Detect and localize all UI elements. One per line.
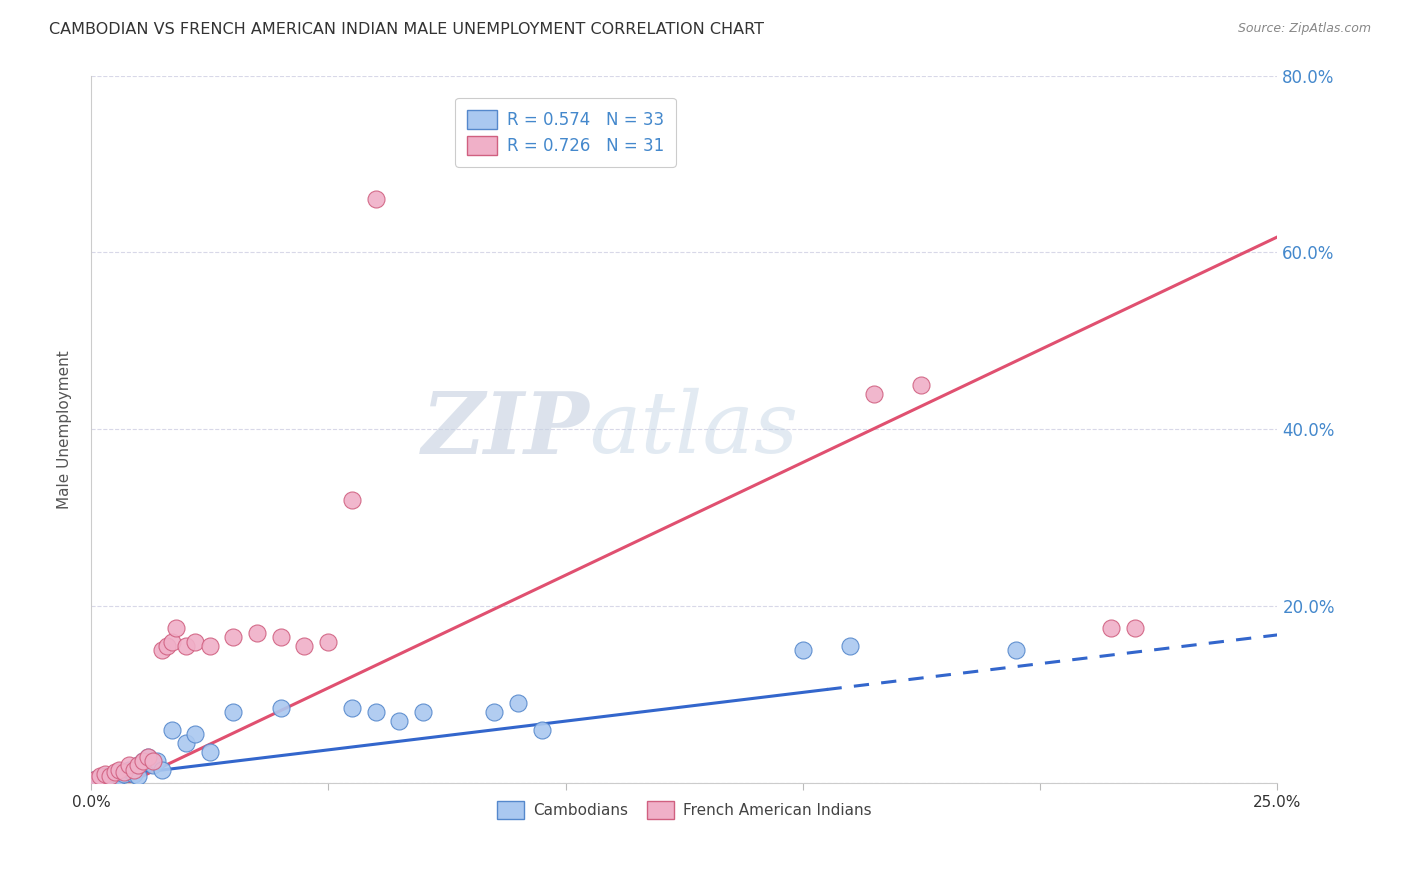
Point [340, 493, 363, 508]
Point [84, 772, 107, 786]
Point [150, 763, 173, 777]
Legend: Cambodians, French American Indians: Cambodians, French American Indians [491, 795, 877, 825]
Point [198, 745, 221, 759]
Point [792, 643, 814, 657]
Point [506, 697, 529, 711]
Y-axis label: Male Unemployment: Male Unemployment [58, 350, 72, 508]
Point [184, 727, 207, 741]
Point [1123, 621, 1146, 635]
Point [142, 754, 165, 768]
Point [132, 754, 155, 768]
Point [108, 763, 131, 777]
Point [246, 625, 269, 640]
Point [839, 639, 862, 653]
Point [1005, 643, 1028, 657]
Point [122, 763, 145, 777]
Point [127, 769, 149, 783]
Point [122, 767, 145, 781]
Point [222, 706, 245, 720]
Point [89, 769, 111, 783]
Point [104, 765, 127, 780]
Text: ZIP: ZIP [422, 387, 589, 471]
Point [270, 630, 292, 644]
Point [132, 754, 155, 768]
Text: Source: ZipAtlas.com: Source: ZipAtlas.com [1237, 22, 1371, 36]
Point [142, 758, 165, 772]
Point [364, 706, 387, 720]
Point [910, 378, 932, 392]
Point [98, 769, 121, 783]
Point [174, 736, 197, 750]
Point [174, 639, 197, 653]
Point [1099, 621, 1122, 635]
Point [364, 192, 387, 206]
Point [89, 773, 111, 788]
Point [294, 639, 316, 653]
Point [388, 714, 411, 728]
Point [198, 639, 221, 653]
Point [136, 749, 159, 764]
Point [222, 630, 245, 644]
Point [118, 763, 141, 777]
Point [108, 769, 131, 783]
Point [184, 634, 207, 648]
Point [112, 765, 135, 780]
Point [98, 772, 121, 786]
Point [316, 634, 339, 648]
Point [150, 643, 173, 657]
Point [112, 767, 135, 781]
Point [108, 765, 131, 780]
Text: atlas: atlas [589, 388, 799, 471]
Point [160, 634, 183, 648]
Point [136, 749, 159, 764]
Point [104, 767, 127, 781]
Point [146, 754, 169, 768]
Point [484, 706, 506, 720]
Point [530, 723, 553, 737]
Point [118, 758, 141, 772]
Point [863, 387, 886, 401]
Point [94, 767, 117, 781]
Point [156, 639, 179, 653]
Point [270, 701, 292, 715]
Point [165, 621, 187, 635]
Point [127, 758, 149, 772]
Point [94, 769, 117, 783]
Point [160, 723, 183, 737]
Point [127, 758, 149, 772]
Point [412, 706, 434, 720]
Point [340, 701, 363, 715]
Point [84, 772, 107, 786]
Text: CAMBODIAN VS FRENCH AMERICAN INDIAN MALE UNEMPLOYMENT CORRELATION CHART: CAMBODIAN VS FRENCH AMERICAN INDIAN MALE… [49, 22, 765, 37]
